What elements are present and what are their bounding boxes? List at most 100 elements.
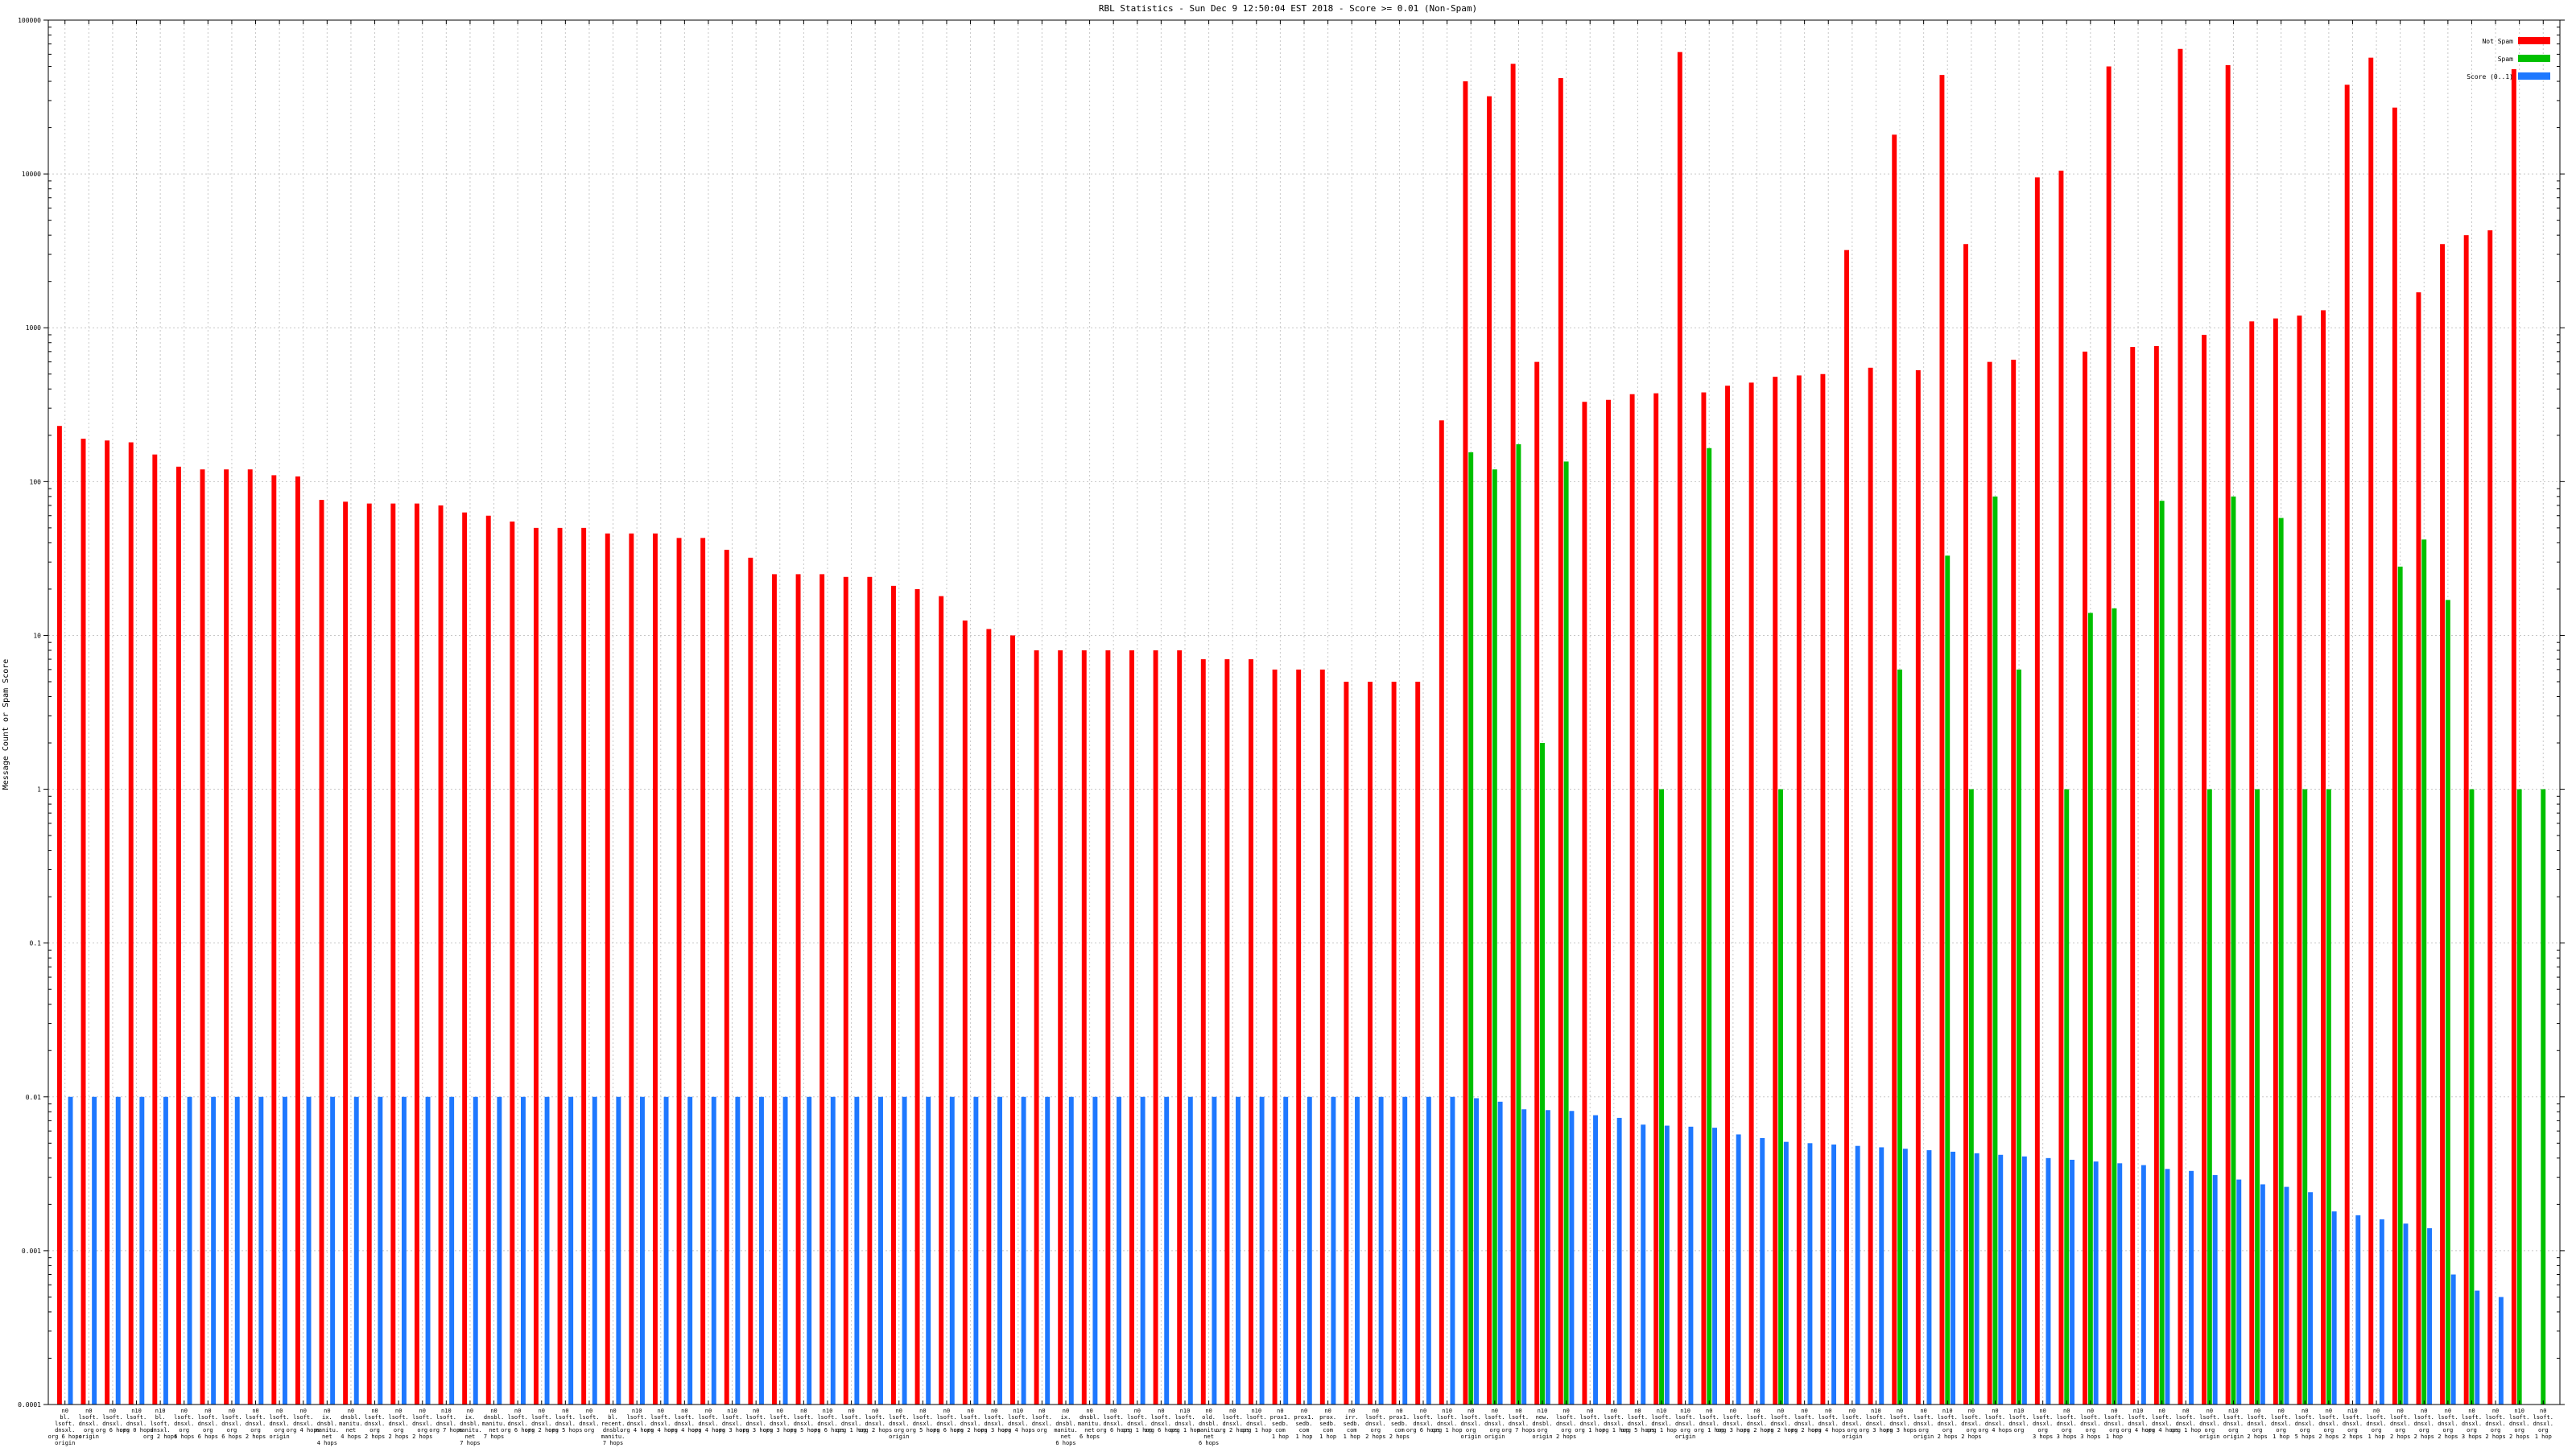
bar-not-spam	[652, 533, 658, 1405]
x-tick-label: org	[2252, 1427, 2263, 1433]
x-tick-label: prox1.	[1389, 1414, 1410, 1421]
x-tick-label: lsoft.	[2271, 1414, 2291, 1421]
bar-not-spam	[56, 426, 62, 1405]
x-tick-label: 1 hop	[1319, 1433, 1336, 1440]
x-tick-label: manitu.	[339, 1421, 363, 1427]
bar-score-0-1	[1283, 1096, 1289, 1405]
bar-score-0-1	[1450, 1096, 1455, 1405]
bar-spam	[1968, 789, 1974, 1405]
x-tick-label: origin	[2199, 1433, 2219, 1440]
y-tick-label: 0.01	[26, 1094, 41, 1101]
bar-not-spam	[2249, 321, 2255, 1405]
bar-spam	[1540, 743, 1545, 1405]
bar-not-spam	[700, 538, 706, 1405]
x-tick-label: org 1 hop	[1432, 1427, 1463, 1433]
bar-score-0-1	[1497, 1101, 1503, 1405]
bar-not-spam	[390, 503, 396, 1405]
x-tick-label: dnsxl.	[1699, 1421, 1719, 1427]
x-tick-label: lsoft.	[508, 1414, 528, 1421]
x-tick-label: n0	[848, 1408, 854, 1414]
x-tick-label: org 6 hops	[1406, 1427, 1440, 1433]
x-tick-label: lsoft.	[79, 1414, 99, 1421]
x-tick-label: n0	[1229, 1408, 1236, 1414]
bar-not-spam	[2273, 318, 2278, 1405]
bar-score-0-1	[234, 1096, 240, 1405]
bar-score-0-1	[616, 1096, 621, 1405]
x-tick-label: org	[2086, 1427, 2096, 1433]
x-tick-label: lsoft.	[1842, 1414, 1862, 1421]
x-tick-label: org 6 hops	[811, 1427, 844, 1433]
bar-score-0-1	[2165, 1169, 2170, 1405]
x-tick-label: org 3 hops	[1883, 1427, 1917, 1433]
bar-spam	[2278, 518, 2284, 1405]
bar-spam	[2087, 613, 2093, 1405]
x-tick-label: lsoft.	[1628, 1414, 1648, 1421]
x-tick-label: dnsxl.	[2295, 1421, 2315, 1427]
x-tick-label: dnsxl.	[841, 1421, 861, 1427]
bar-not-spam	[1105, 650, 1111, 1405]
x-tick-label: lsoft.	[1818, 1414, 1839, 1421]
x-tick-label: org	[2443, 1427, 2454, 1433]
x-tick-label: origin	[55, 1440, 75, 1446]
bar-not-spam	[485, 515, 491, 1405]
x-tick-label: lsoft.	[412, 1414, 432, 1421]
x-tick-label: org 1 hop	[1694, 1427, 1724, 1433]
x-tick-label: lsoft.	[531, 1414, 551, 1421]
x-tick-label: dnsxl.	[2343, 1421, 2363, 1427]
x-tick-label: lsoft.	[841, 1414, 861, 1421]
x-tick-label: dnsxl.	[794, 1421, 814, 1427]
x-tick-label: n0	[800, 1408, 807, 1414]
x-tick-label: n0	[419, 1408, 426, 1414]
x-tick-label: dnsxl.	[79, 1421, 99, 1427]
x-tick-label: lsoft.	[198, 1414, 218, 1421]
bar-spam	[2207, 789, 2212, 1405]
x-tick-label: 2 hops	[1961, 1433, 1981, 1440]
legend-swatch	[2518, 37, 2550, 44]
x-tick-label: org	[2372, 1427, 2382, 1433]
x-tick-label: org	[1489, 1427, 1500, 1433]
x-tick-label: lsoft.	[2247, 1414, 2267, 1421]
x-tick-label: 2 hops	[2485, 1433, 2505, 1440]
bar-score-0-1	[2331, 1211, 2337, 1405]
x-tick-label: dnsxl.	[698, 1421, 718, 1427]
bar-score-0-1	[2498, 1297, 2504, 1405]
x-tick-label: dnsxl.	[1651, 1421, 1671, 1427]
bar-not-spam	[2368, 57, 2374, 1405]
bar-score-0-1	[2403, 1223, 2409, 1405]
bar-not-spam	[1987, 361, 1992, 1405]
x-tick-label: lsoft.	[1770, 1414, 1790, 1421]
bar-score-0-1	[1307, 1096, 1312, 1405]
x-tick-label: lsoft.	[1651, 1414, 1671, 1421]
bar-not-spam	[1081, 650, 1087, 1405]
x-tick-label: n10	[1251, 1408, 1261, 1414]
x-tick-label: dnsxl.	[579, 1421, 599, 1427]
bar-not-spam	[676, 538, 682, 1405]
bar-not-spam	[2392, 107, 2397, 1405]
x-tick-label: dnsxl.	[1151, 1421, 1171, 1427]
bar-not-spam	[2130, 347, 2136, 1405]
bar-not-spam	[1391, 681, 1397, 1405]
bar-score-0-1	[1831, 1144, 1837, 1405]
bar-spam	[2326, 789, 2331, 1405]
bar-not-spam	[175, 466, 181, 1405]
x-tick-label: n0	[514, 1408, 521, 1414]
x-tick-label: dnsxl.	[508, 1421, 528, 1427]
x-tick-label: n0	[2182, 1408, 2189, 1414]
x-tick-label: n10	[155, 1408, 166, 1414]
x-tick-label: org 4 hops	[2145, 1427, 2179, 1433]
x-tick-label: 6 hops	[1199, 1440, 1219, 1446]
x-tick-label: dnsxl.	[1104, 1421, 1124, 1427]
x-tick-label: n10	[823, 1408, 833, 1414]
bar-score-0-1	[2475, 1290, 2480, 1405]
x-tick-label: dnsbl.	[341, 1414, 361, 1421]
x-tick-label: net	[465, 1433, 476, 1440]
bar-not-spam	[1439, 420, 1444, 1405]
x-tick-label: n0	[1587, 1408, 1593, 1414]
x-tick-label: dnsxl.	[2318, 1421, 2339, 1427]
x-tick-label: org 4 hops	[1001, 1427, 1035, 1433]
bar-not-spam	[2487, 230, 2493, 1405]
x-tick-label: dnsxl.	[2485, 1421, 2505, 1427]
x-tick-label: n0	[1753, 1408, 1760, 1414]
x-tick-label: n0	[371, 1408, 378, 1414]
x-tick-label: lsoft.	[1413, 1414, 1433, 1421]
